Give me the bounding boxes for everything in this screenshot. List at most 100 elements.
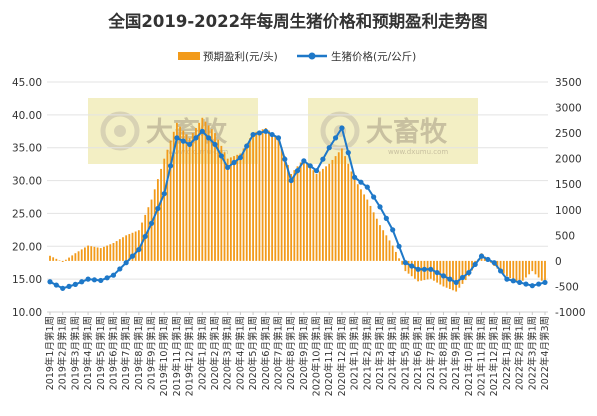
profit-bar: [540, 260, 543, 281]
profit-bar: [131, 232, 134, 261]
x-tick-label: 2021年7月第1周: [425, 316, 437, 390]
x-tick-label: 2021年11月第1周: [476, 316, 488, 396]
price-point: [478, 253, 485, 259]
price-point: [129, 253, 136, 259]
profit-bar: [283, 156, 286, 261]
profit-bar: [49, 255, 51, 261]
profit-bar: [264, 128, 267, 261]
profit-bar: [280, 147, 283, 261]
profit-bar: [150, 199, 153, 261]
profit-bar: [68, 257, 70, 261]
price-point: [440, 273, 447, 279]
profit-bar: [137, 230, 140, 261]
profit-bar: [185, 134, 188, 261]
x-tick-label: 2019年7月第1周: [120, 316, 132, 390]
profit-bar: [350, 171, 353, 261]
profit-bar: [369, 205, 372, 261]
profit-bar: [58, 260, 61, 261]
price-point: [212, 141, 218, 148]
x-tick-label: 2020年5月第1周: [247, 316, 259, 390]
profit-bar: [156, 179, 159, 261]
left-tick-label: 20.00: [12, 241, 42, 253]
profit-bar: [334, 156, 337, 261]
x-tick-label: 2020年7月第1周: [272, 316, 284, 390]
profit-bar: [179, 126, 181, 261]
price-point: [148, 220, 155, 226]
profit-bar: [506, 260, 508, 277]
profit-bar: [321, 168, 324, 261]
profit-bar: [325, 166, 327, 261]
right-tick-label: -1000: [555, 307, 586, 319]
price-point: [396, 243, 402, 249]
price-point: [98, 277, 104, 284]
price-point: [459, 274, 466, 281]
x-tick-label: 2021年5月第1周: [399, 316, 411, 390]
price-point: [174, 135, 180, 141]
x-tick-label: 2019年2月第1周: [57, 316, 69, 390]
left-tick-label: 45.00: [12, 77, 42, 89]
profit-bar: [271, 133, 274, 261]
profit-bar: [537, 260, 540, 278]
x-tick-label: 2020年1月第1周: [196, 316, 208, 390]
x-tick-label: 2020年6月第1周: [260, 316, 272, 390]
legend-price-marker: [308, 52, 316, 60]
profit-bar: [255, 131, 258, 261]
left-tick-label: 15.00: [12, 274, 42, 286]
x-tick-label: 2019年4月第1周: [82, 316, 94, 390]
profit-bar: [233, 156, 235, 261]
x-tick-label: 2021年3月第1周: [374, 316, 386, 390]
profit-bar: [195, 128, 197, 261]
x-tick-label: 2020年8月第1周: [285, 316, 297, 390]
watermark-url: www.dxumu.com: [388, 148, 448, 156]
profit-bar: [134, 231, 137, 261]
price-point: [199, 128, 205, 134]
price-point: [510, 278, 516, 284]
profit-bar: [534, 260, 537, 275]
right-tick-label: 2000: [555, 154, 582, 166]
legend-profit-label: 预期盈利(元/头): [203, 51, 278, 63]
profit-bar: [521, 260, 524, 281]
right-tick-label: 2500: [555, 128, 582, 140]
price-point: [180, 138, 186, 144]
profit-bar: [518, 260, 521, 284]
x-tick-label: 2020年4月第1周: [234, 316, 246, 390]
x-tick-label: 2021年9月第1周: [450, 316, 462, 390]
profit-bar: [115, 241, 118, 261]
profit-bar: [55, 258, 58, 261]
profit-bar: [77, 251, 80, 261]
profit-bar: [509, 260, 511, 279]
price-point: [60, 285, 66, 291]
x-tick-label: 2021年4月第1周: [387, 316, 399, 390]
profit-bar: [353, 179, 356, 261]
profit-bar: [331, 159, 334, 261]
price-point: [142, 233, 148, 240]
price-point: [301, 158, 307, 164]
price-point: [485, 256, 491, 263]
x-tick-label: 2019年5月第1周: [95, 316, 107, 390]
profit-bar: [112, 243, 115, 261]
profit-bar: [122, 237, 124, 261]
price-point: [364, 184, 370, 190]
profit-bar: [106, 245, 109, 261]
price-point: [377, 204, 383, 210]
profit-bar: [96, 247, 99, 261]
x-tick-label: 2020年12月第1周: [336, 316, 348, 396]
x-tick-label: 2021年2月第1周: [361, 316, 373, 390]
profit-bar: [290, 174, 293, 261]
x-tick-label: 2021年1月第1周: [349, 316, 361, 390]
profit-bar: [118, 239, 121, 261]
profit-bar: [448, 260, 451, 289]
profit-bar: [366, 199, 369, 261]
profit-bar: [382, 230, 385, 261]
price-point: [390, 227, 396, 233]
x-tick-label: 2022年4月第3周: [539, 316, 551, 390]
profit-bar: [445, 260, 448, 288]
profit-bar: [245, 143, 248, 261]
profit-bar: [347, 163, 350, 261]
profit-bar: [214, 133, 216, 261]
price-point: [402, 260, 408, 266]
profit-bar: [404, 260, 407, 272]
price-point: [47, 279, 53, 285]
price-line: [47, 125, 548, 291]
profit-bar: [52, 257, 55, 261]
